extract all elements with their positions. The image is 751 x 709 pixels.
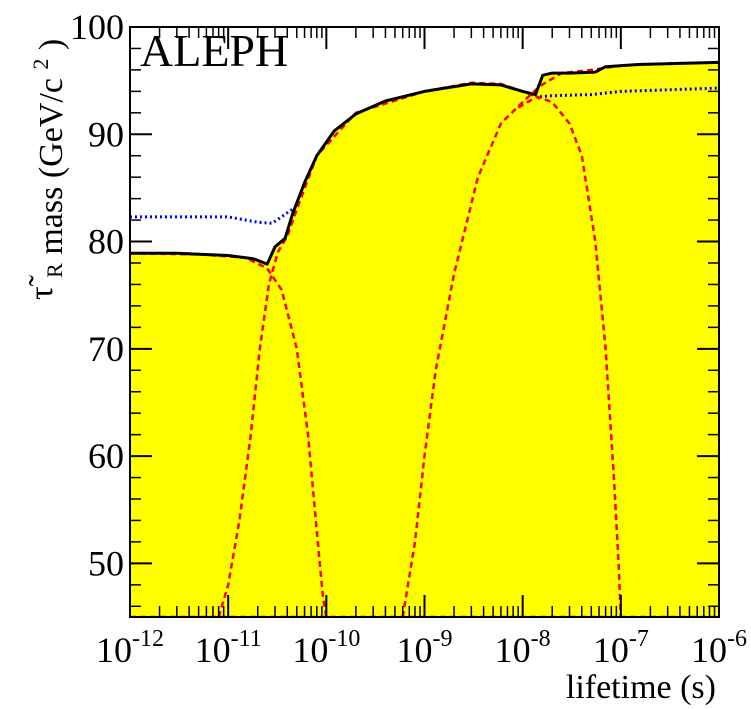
expected-limit-curve-1 [130, 208, 294, 225]
y-tick-label: 90 [88, 114, 124, 154]
combined-limit-curve [130, 60, 719, 266]
curve-layer [130, 60, 719, 617]
y-tick-label: 60 [88, 436, 124, 476]
x-tick-base: 10 [397, 630, 433, 670]
x-tick-label: 10-12 [96, 626, 164, 670]
x-tick-base: 10 [292, 630, 328, 670]
y-tick-label: 100 [70, 7, 124, 47]
x-tick-exponent: -11 [231, 626, 262, 652]
x-tick-label: 10-9 [397, 626, 453, 670]
tick-labels: 10-12 10-11 10-10 10-9 10-8 10-7 10-6506070809… [70, 7, 747, 670]
y-axis-subscript: R [42, 263, 67, 278]
x-tick-base: 10 [195, 630, 231, 670]
x-tick-base: 10 [593, 630, 629, 670]
x-tick-exponent: -9 [433, 626, 453, 652]
y-axis-superscript: 2 [28, 59, 53, 70]
y-axis-main: mass (GeV/c [33, 78, 70, 255]
y-tick-label: 50 [88, 543, 124, 583]
x-tick-label: 10-11 [195, 626, 262, 670]
x-tick-base: 10 [96, 630, 132, 670]
x-tick-label: 10-10 [292, 626, 360, 670]
x-tick-exponent: -8 [531, 626, 551, 652]
x-tick-label: 10-7 [593, 626, 649, 670]
expected-limit-curve-2 [539, 86, 719, 99]
axis-ticks [129, 26, 720, 617]
x-tick-label: 10-6 [691, 626, 747, 670]
individual-limit-curve-6 [517, 95, 623, 617]
x-tick-label: 10-8 [495, 626, 551, 670]
x-axis-title: lifetime (s) [566, 669, 716, 706]
x-tick-exponent: -10 [328, 626, 360, 652]
x-tick-base: 10 [495, 630, 531, 670]
exclusion-area-layer [130, 62, 719, 617]
y-tick-label: 80 [88, 222, 124, 262]
y-tick-label: 70 [88, 329, 124, 369]
x-tick-exponent: -7 [629, 626, 649, 652]
x-tick-base: 10 [691, 630, 727, 670]
x-tick-exponent: -6 [727, 626, 747, 652]
y-axis-title: τ̃ R mass (GeV/c 2 ) [19, 39, 70, 300]
y-axis-close: ) [33, 39, 70, 50]
individual-limit-curve-5 [401, 61, 719, 617]
x-tick-exponent: -12 [132, 626, 164, 652]
exclusion-area [130, 62, 719, 617]
experiment-label: ALEPH [140, 25, 288, 76]
